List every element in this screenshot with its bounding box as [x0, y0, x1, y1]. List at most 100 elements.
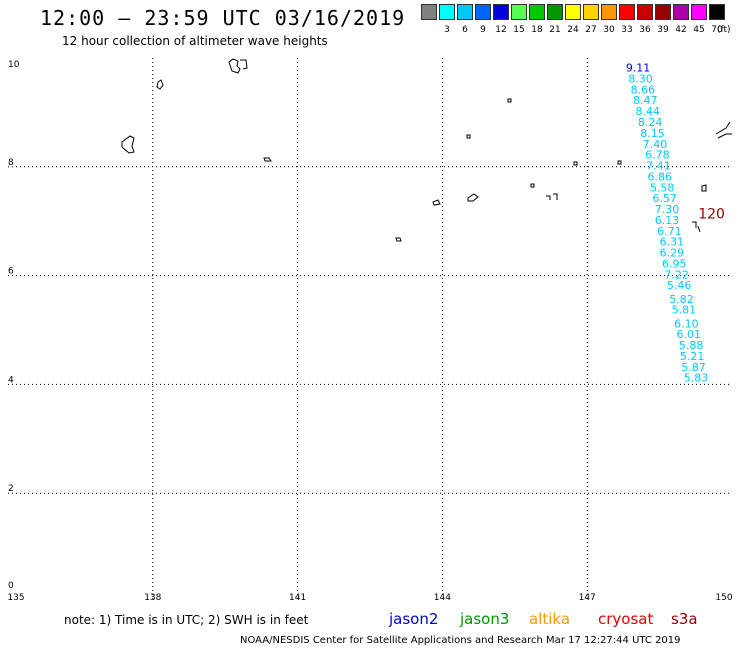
map-title: 12:00 – 23:59 UTC 03/16/2019 — [40, 6, 406, 30]
y-tick-label: 10 — [8, 60, 20, 70]
wave-height-value: 7.40 — [643, 138, 668, 151]
wave-height-value: 5.21 — [680, 350, 705, 363]
legend-swatch — [529, 4, 545, 20]
legend-label: 70 — [711, 25, 723, 35]
legend-label: 15 — [513, 25, 525, 35]
islands — [121, 58, 732, 242]
wave-height-value: 7.22 — [664, 268, 689, 281]
legend-label: 6 — [462, 25, 468, 35]
wave-height-value: 8.44 — [635, 105, 660, 118]
footer-credit: NOAA/NESDIS Center for Satellite Applica… — [240, 635, 681, 646]
wave-height-value: 9.11 — [626, 62, 651, 75]
wave-height-value: 6.95 — [662, 257, 687, 270]
legend-label: 45 — [693, 25, 705, 35]
wave-height-value: 6.29 — [660, 247, 685, 260]
legend-swatch — [493, 4, 509, 20]
island-shape — [701, 184, 707, 192]
wave-height-value: 6.78 — [645, 149, 670, 162]
legend-swatch — [565, 4, 581, 20]
legend-swatch — [457, 4, 473, 20]
legend-label: 9 — [480, 25, 486, 35]
y-tick-label: 8 — [8, 158, 14, 168]
satellite-name: jason3 — [460, 610, 510, 628]
wave-height-value: 5.81 — [672, 304, 697, 317]
wave-height-value: 5.58 — [650, 181, 675, 194]
island-shape — [617, 160, 622, 165]
wave-height-value: 5.46 — [667, 279, 692, 292]
x-tick-label: 147 — [579, 593, 596, 602]
wave-height-value: 5.83 — [684, 372, 709, 385]
wave-height-value: 6.57 — [652, 192, 677, 205]
legend-swatch — [421, 4, 437, 20]
satellite-name: cryosat — [598, 610, 654, 628]
wave-height-value: 8.47 — [633, 94, 658, 107]
note-text: note: 1) Time is in UTC; 2) SWH is in fe… — [64, 613, 309, 627]
island-shape — [573, 161, 578, 166]
x-tick-label: 138 — [144, 593, 161, 602]
island-shape — [156, 79, 164, 90]
legend-label: 12 — [495, 25, 507, 35]
island-shape — [263, 157, 272, 162]
legend-label: 30 — [603, 25, 615, 35]
wave-height-value: 5.87 — [681, 361, 706, 374]
wave-height-value: 8.30 — [628, 72, 653, 85]
y-tick-label: 4 — [8, 375, 14, 385]
legend-label: 42 — [675, 25, 687, 35]
legend-swatch — [439, 4, 455, 20]
y-tick-label: 0 — [8, 581, 14, 591]
legend-swatch — [583, 4, 599, 20]
map-subtitle: 12 hour collection of altimeter wave hei… — [62, 34, 328, 48]
satellite-name: altika — [529, 610, 571, 628]
island-shape — [121, 135, 135, 154]
satellite-track: 9.118.308.668.478.448.248.157.406.787.41… — [626, 62, 725, 385]
wave-height-value: 6.10 — [674, 317, 699, 330]
legend-label: 33 — [621, 25, 633, 35]
wave-height-value: 5.82 — [669, 293, 694, 306]
legend-swatch — [601, 4, 617, 20]
island-shape — [530, 183, 535, 188]
legend-swatch — [691, 4, 707, 20]
wave-height-value: 6.31 — [660, 236, 685, 249]
legend-swatch — [511, 4, 527, 20]
x-tick-label: 150 — [715, 593, 732, 602]
y-tick-label: 6 — [8, 267, 14, 277]
legend-label: 27 — [585, 25, 597, 35]
legend-label: 24 — [567, 25, 579, 35]
y-tick-label: 2 — [8, 484, 14, 494]
axis-tick-labels: 135 138 141 144 147 150 0 2 4 6 8 10 — [8, 60, 732, 602]
satellite-name: jason2 — [389, 610, 439, 628]
legend-label: 21 — [549, 25, 561, 35]
legend-swatch — [655, 4, 671, 20]
legend-swatch — [619, 4, 635, 20]
x-tick-label: 141 — [289, 593, 306, 602]
legend-swatch — [709, 4, 725, 20]
track-label: 120 — [698, 206, 725, 222]
legend-swatch — [547, 4, 563, 20]
wave-height-value: 6.71 — [657, 225, 682, 238]
island-shape — [507, 98, 512, 103]
legend-swatch — [637, 4, 653, 20]
legend-label: 39 — [657, 25, 669, 35]
island-shape — [432, 199, 441, 206]
legend-label: 3 — [444, 25, 450, 35]
island-shape — [466, 134, 471, 139]
wave-height-value: 8.66 — [631, 83, 656, 96]
x-tick-label: 135 — [8, 593, 25, 602]
x-tick-label: 144 — [434, 593, 451, 602]
island-shape — [692, 221, 701, 233]
island-shape — [467, 193, 479, 202]
wave-height-value: 6.13 — [655, 214, 680, 227]
wave-height-value: 7.30 — [655, 203, 680, 216]
legend-label: 36 — [639, 25, 651, 35]
wave-height-value: 5.88 — [679, 339, 704, 352]
island-shape — [395, 237, 402, 242]
island-shape — [228, 58, 248, 74]
wave-height-value: 8.24 — [638, 116, 663, 129]
legend-swatch — [673, 4, 689, 20]
wave-height-value: 7.41 — [646, 160, 671, 173]
satellite-name: s3a — [671, 610, 698, 628]
wave-height-value: 6.86 — [648, 170, 673, 183]
island-shape — [715, 121, 732, 139]
wave-height-value: 6.01 — [676, 328, 701, 341]
